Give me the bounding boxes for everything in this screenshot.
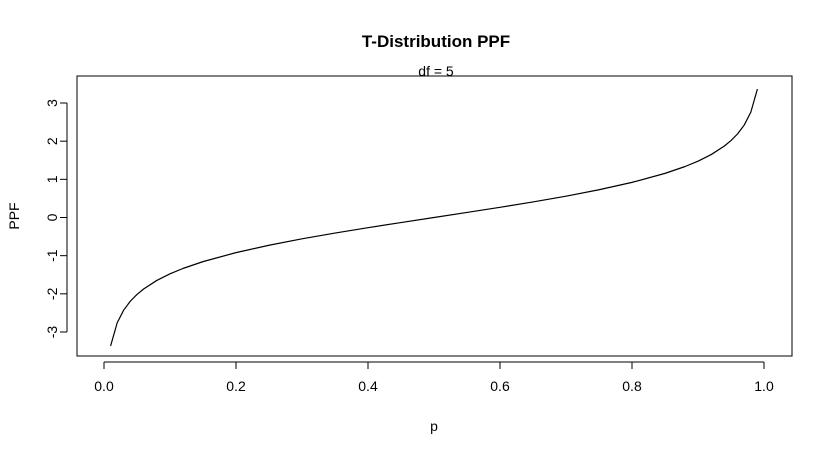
series-line: [110, 88, 758, 347]
y-axis: -3 -2 -1 0 1 2 3: [44, 99, 68, 339]
y-tick-label: -1: [44, 249, 60, 262]
x-tick-label: 0.6: [490, 378, 510, 394]
x-tick-label: 1.0: [754, 378, 774, 394]
plot-frame: [76, 75, 793, 357]
series-layer: [110, 88, 758, 347]
x-tick-label: 0.8: [622, 378, 642, 394]
y-axis-label: PPF: [6, 202, 22, 229]
x-tick-label: 0.0: [94, 378, 114, 394]
x-tick-label: 0.4: [358, 378, 378, 394]
x-axis-label: p: [430, 418, 438, 434]
chart-title: T-Distribution PPF: [362, 32, 510, 51]
y-tick-label: 1: [44, 175, 60, 183]
y-tick-label: -3: [44, 326, 60, 339]
y-tick-label: 2: [44, 137, 60, 145]
x-axis: 0.0 0.2 0.4 0.6 0.8 1.0: [94, 361, 774, 394]
chart-subtitle: df = 5: [418, 63, 454, 79]
y-tick-label: 3: [44, 99, 60, 107]
y-tick-label: 0: [44, 213, 60, 221]
y-tick-label: -2: [44, 287, 60, 300]
x-tick-label: 0.2: [226, 378, 246, 394]
